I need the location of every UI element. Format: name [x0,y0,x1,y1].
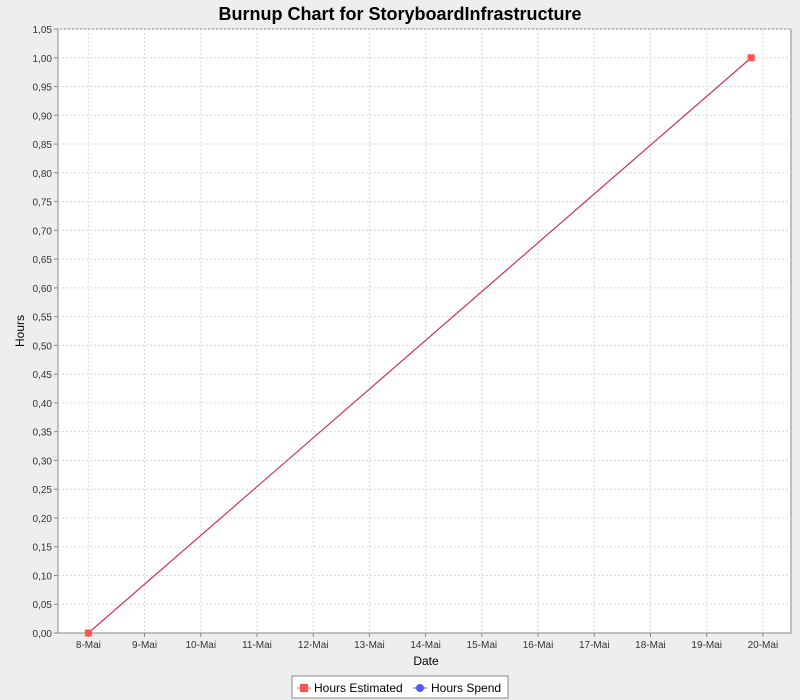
y-tick-label: 0,75 [33,198,53,209]
x-tick-label: 15-Mai [467,640,498,651]
y-tick-label: 0,40 [33,399,53,410]
y-tick-label: 0,10 [33,571,53,582]
x-tick-label: 9-Mai [132,640,157,651]
x-tick-label: 11-Mai [242,640,272,651]
y-tick-label: 0,95 [33,83,53,94]
x-tick-label: 10-Mai [185,640,216,651]
y-tick-label: 0,60 [33,284,53,295]
series-line-0 [87,57,752,634]
y-tick-label: 1,05 [33,25,53,36]
x-tick-label: 16-Mai [523,640,554,651]
y-tick-label: 0,25 [33,485,53,496]
grid [58,28,791,633]
x-tick-label: 14-Mai [410,640,441,651]
legend-label-hours-spend: Hours Spend [431,681,501,695]
x-tick-label: 17-Mai [579,640,610,651]
y-tick-label: 0,85 [33,140,53,151]
x-tick-label: 18-Mai [635,640,666,651]
y-tick-label: 1,00 [33,54,53,65]
y-tick-label: 0,80 [33,169,53,180]
y-tick-label: 0,50 [33,341,53,352]
x-tick-label: 8-Mai [76,640,101,651]
y-tick-label: 0,05 [33,600,53,611]
y-axis: 0,00 0,05 0,10 0,15 0,20 0,25 0,30 0,35 0,40 0,45… [33,25,58,640]
y-tick-label: 0,90 [33,111,53,122]
y-tick-label: 0,65 [33,255,53,266]
y-tick-label: 0,20 [33,514,53,525]
y-tick-label: 0,55 [33,313,53,324]
y-tick-label: 0,15 [33,543,53,554]
x-tick-label: 13-Mai [354,640,385,651]
x-tick-label: 20-Mai [748,640,779,651]
y-tick-label: 0,35 [33,428,53,439]
legend-box [291,675,509,699]
legend-marker-hours-spend [416,684,424,692]
plot-area [57,28,792,634]
legend: Hours Estimated Hours Spend [291,675,509,699]
x-tick-label: 12-Mai [298,640,329,651]
y-tick-label: 0,30 [33,456,53,467]
chart-title: Burnup Chart for StoryboardInfrastructur… [218,4,581,24]
y-axis-label: Hours [13,315,27,347]
series-layer [84,54,755,637]
legend-label-hours-estimated: Hours Estimated [314,681,403,695]
data-point [84,629,92,637]
y-tick-label: 0,45 [33,370,53,381]
legend-marker-hours-estimated [300,684,308,692]
x-tick-label: 19-Mai [691,640,722,651]
data-point [747,54,755,62]
y-tick-label: 0,00 [33,629,53,640]
x-axis: 8-Mai 9-Mai 10-Mai 11-Mai 12-Mai 13-Mai 14-Mai… [76,633,778,651]
y-tick-label: 0,70 [33,226,53,237]
x-axis-label: Date [413,654,439,668]
